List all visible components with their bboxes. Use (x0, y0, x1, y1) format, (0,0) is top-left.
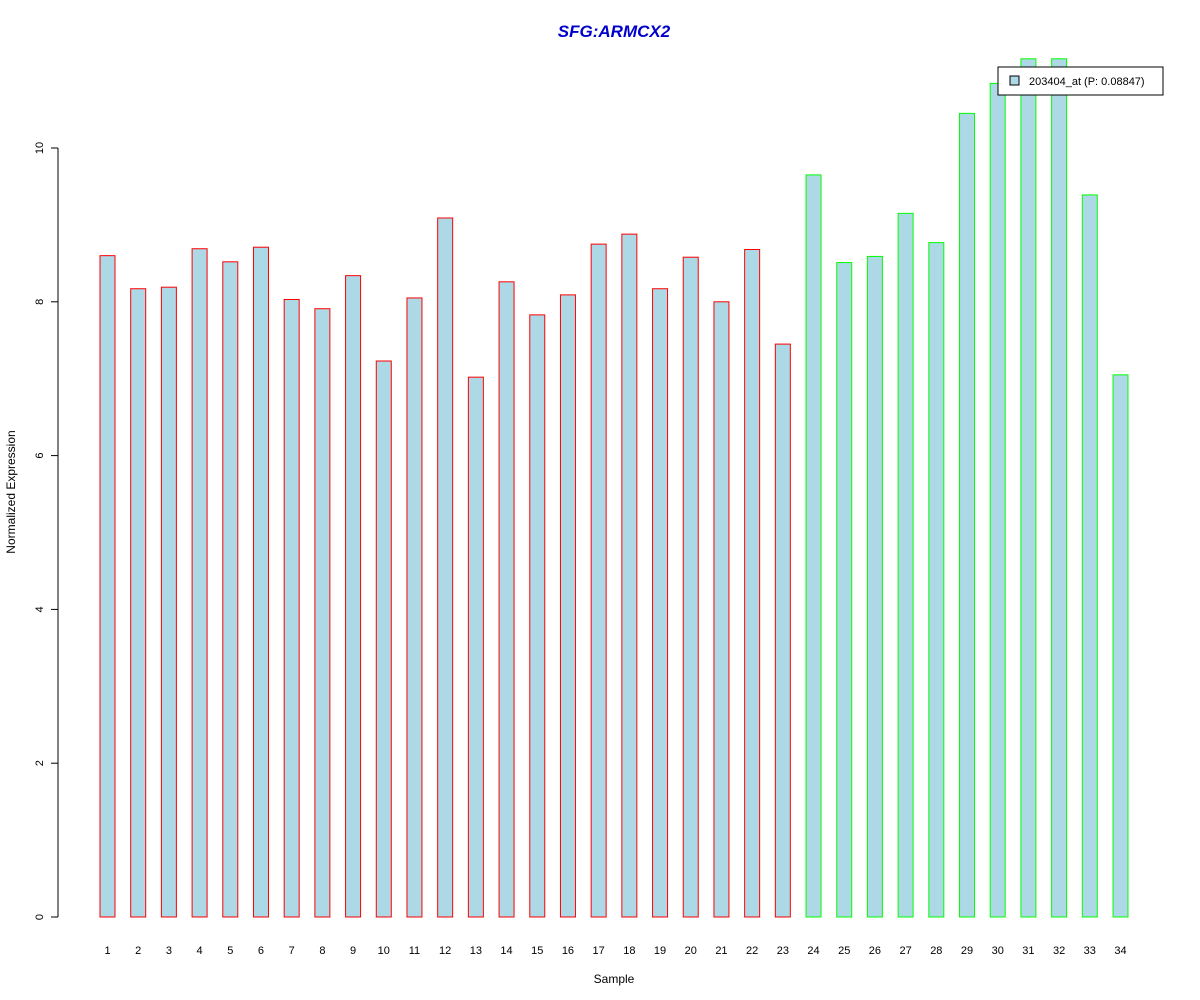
y-tick-label: 6 (34, 453, 46, 459)
y-tick-label: 4 (34, 606, 46, 612)
x-tick-labels: 1 2 3 4 5 6 7 8 9 10 11 12 13 14 15 16 17 18 19 20 21 22 23 24 2… (104, 945, 1126, 957)
x-tick-label: 18 (623, 945, 635, 957)
bar-sample-23 (774, 343, 791, 918)
x-tick-label: 32 (1053, 945, 1065, 957)
x-tick-label: 33 (1084, 945, 1096, 957)
x-tick-label: 10 (378, 945, 390, 957)
x-tick-label: 27 (899, 945, 911, 957)
x-tick-label: 5 (227, 945, 233, 957)
x-tick-label: 11 (409, 945, 420, 957)
bar-sample-33 (1081, 194, 1098, 918)
bar-sample-9 (345, 275, 362, 918)
bars (99, 58, 1129, 918)
bar-sample-25 (836, 262, 853, 918)
bar-sample-2 (130, 288, 147, 918)
x-tick-label: 20 (685, 945, 697, 957)
bar-sample-20 (682, 256, 699, 918)
x-tick-label: 8 (319, 945, 325, 957)
bar-sample-3 (160, 286, 177, 918)
x-tick-label: 12 (439, 945, 451, 957)
bar-sample-21 (713, 301, 730, 918)
bar-sample-13 (467, 376, 484, 918)
bar-sample-27 (897, 212, 914, 918)
x-tick-label: 31 (1022, 945, 1034, 957)
bar-sample-22 (744, 249, 761, 918)
legend-label: 203404_at (P: 0.08847) (1029, 76, 1145, 88)
bar-sample-5 (222, 261, 239, 918)
bar-sample-6 (252, 246, 269, 918)
bar-sample-17 (590, 243, 607, 918)
x-tick-label: 29 (961, 945, 973, 957)
bar-sample-31 (1020, 58, 1037, 918)
x-tick-label: 19 (654, 945, 666, 957)
x-tick-label: 16 (562, 945, 574, 957)
x-tick-label: 15 (531, 945, 543, 957)
bar-sample-7 (283, 298, 300, 918)
x-tick-label: 24 (807, 945, 819, 957)
x-tick-label: 14 (500, 945, 512, 957)
x-tick-label: 1 (104, 945, 110, 957)
bar-sample-1 (99, 255, 116, 918)
chart-title: SFG:ARMCX2 (558, 22, 671, 41)
bar-sample-16 (559, 294, 576, 918)
bar-sample-11 (406, 297, 423, 918)
x-tick-label: 22 (746, 945, 758, 957)
bar-sample-14 (498, 281, 515, 918)
x-tick-label: 34 (1114, 945, 1126, 957)
y-tick-label: 0 (34, 914, 46, 920)
bar-sample-19 (652, 288, 669, 918)
bar-sample-32 (1051, 58, 1068, 918)
legend-box (997, 66, 1164, 96)
x-axis-title: Sample (594, 972, 635, 986)
x-tick-label: 2 (135, 945, 141, 957)
x-tick-label: 7 (289, 945, 295, 957)
x-tick-label: 13 (470, 945, 482, 957)
bar-sample-30 (989, 82, 1006, 918)
bar-sample-28 (928, 242, 945, 918)
y-tick-label: 8 (34, 299, 46, 305)
x-tick-label: 3 (166, 945, 172, 957)
bar-sample-24 (805, 174, 822, 918)
legend-swatch (1009, 75, 1020, 86)
y-axis-title: Normalized Expression (4, 430, 18, 553)
x-tick-label: 17 (593, 945, 605, 957)
bar-sample-4 (191, 248, 208, 918)
x-tick-label: 30 (992, 945, 1004, 957)
x-tick-label: 6 (258, 945, 264, 957)
x-tick-label: 4 (197, 945, 203, 957)
y-axis: 0 2 4 6 8 10 (34, 142, 59, 920)
bar-sample-29 (959, 112, 976, 918)
legend: 203404_at (P: 0.08847) (997, 66, 1164, 96)
x-tick-label: 21 (715, 945, 727, 957)
x-tick-label: 28 (930, 945, 942, 957)
bar-sample-18 (621, 233, 638, 918)
bar-sample-15 (529, 314, 546, 918)
x-tick-label: 25 (838, 945, 850, 957)
x-tick-label: 26 (869, 945, 881, 957)
bar-sample-34 (1112, 374, 1129, 918)
bar-sample-26 (866, 255, 883, 918)
y-tick-label: 2 (34, 760, 46, 766)
bar-sample-10 (375, 360, 392, 918)
bar-sample-12 (437, 217, 454, 918)
y-tick-label: 10 (34, 142, 46, 154)
x-tick-label: 23 (777, 945, 789, 957)
bar-sample-8 (314, 308, 331, 918)
x-tick-label: 9 (350, 945, 356, 957)
